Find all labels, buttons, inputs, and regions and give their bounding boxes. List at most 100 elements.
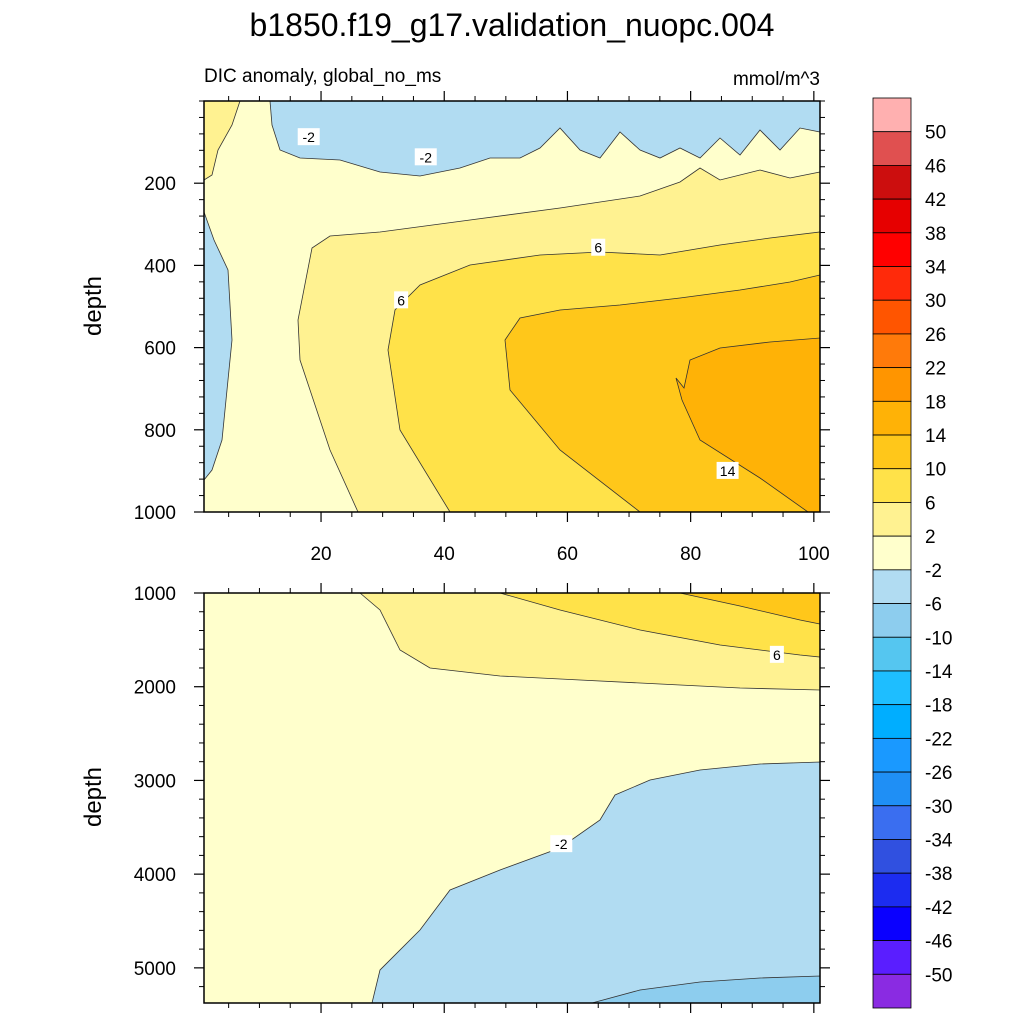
- colorbar-box: [872, 973, 912, 1009]
- colorbar-label: 26: [925, 325, 946, 346]
- colorbar-label: 18: [925, 392, 946, 413]
- y-axis-label-bottom: depth: [80, 767, 107, 827]
- contour-label-box: [769, 645, 784, 663]
- colorbar-box: [872, 704, 912, 739]
- y-tick-label: 2000: [134, 678, 176, 699]
- colorbar-label: 22: [925, 359, 946, 380]
- contour-label-text: 6: [594, 240, 602, 256]
- colorbar-box: [872, 232, 912, 267]
- y-tick-label: 5000: [134, 959, 176, 980]
- x-tick-label: 100: [798, 544, 830, 565]
- colorbar: 50 46 42 38 34 30 26 22 18 14 10 6 2 -2 -6 -10 -14 -18 -22…: [872, 97, 953, 1009]
- contour-label-text: 6: [773, 647, 781, 663]
- contour-label-text: -2: [420, 149, 433, 165]
- colorbar-box: [872, 805, 912, 840]
- contour-label: -2: [414, 148, 437, 166]
- colorbar-box: [872, 299, 912, 335]
- colorbar-box: [872, 771, 912, 807]
- upper-ocean-panel: 20 40 60 80 100 200 400 600 800 1000 -2 -2 6 6 14: [134, 91, 830, 565]
- y-tick-label: 3000: [134, 771, 176, 792]
- y-tick-label: 400: [144, 256, 176, 277]
- colorbar-label: 34: [925, 258, 947, 279]
- colorbar-label: 10: [925, 460, 946, 481]
- colorbar-label: 42: [925, 190, 946, 211]
- y-tick-label: 1000: [134, 503, 176, 524]
- contour-label: 6: [591, 238, 606, 256]
- contour-label: 14: [716, 461, 739, 479]
- colorbar-label: 2: [925, 527, 936, 548]
- x-tick-label: 80: [680, 544, 701, 565]
- colorbar-label: -26: [925, 763, 952, 784]
- y-tick-label: 4000: [134, 865, 176, 886]
- colorbar-box: [872, 165, 912, 200]
- contour-label-box: [716, 461, 739, 479]
- contour-label-text: 6: [397, 292, 405, 308]
- x-tick-label: 60: [557, 544, 578, 565]
- contour-label-box: [394, 291, 409, 309]
- colorbar-box: [872, 97, 912, 133]
- panel-frame: [203, 100, 821, 513]
- colorbar-box: [872, 468, 912, 503]
- y-tick-label: 800: [144, 421, 176, 442]
- colorbar-label: -42: [925, 898, 952, 919]
- colorbar-box: [872, 535, 912, 571]
- chart-units: mmol/m^3: [733, 69, 820, 90]
- contour-band-minus2-deep: [371, 761, 821, 1004]
- y-axis-label-top: depth: [80, 276, 107, 336]
- contour-label-text: 14: [720, 463, 736, 479]
- colorbar-box: [872, 603, 912, 638]
- contour-label-text: -2: [555, 836, 568, 852]
- colorbar-box: [872, 737, 912, 773]
- contour-label: 6: [769, 645, 784, 663]
- colorbar-label: -2: [925, 561, 942, 582]
- colorbar-label: 14: [925, 426, 947, 447]
- colorbar-box: [872, 400, 912, 436]
- colorbar-label: 46: [925, 156, 946, 177]
- contour-label-box: [550, 835, 573, 853]
- chart-title: b1850.f19_g17.validation_nuopc.004: [250, 7, 775, 43]
- y-tick-label: 600: [144, 339, 176, 360]
- contour-band-minus2-left: [203, 211, 233, 482]
- colorbar-label: -30: [925, 797, 952, 818]
- colorbar-box: [872, 636, 912, 672]
- colorbar-box: [872, 367, 912, 402]
- colorbar-box: [872, 670, 912, 706]
- x-tick-label: 20: [310, 544, 331, 565]
- contour-band-minus2-top: [269, 100, 821, 177]
- colorbar-box: [872, 198, 912, 234]
- colorbar-box: [872, 502, 912, 537]
- y-tick-label: 200: [144, 174, 176, 195]
- colorbar-label: 30: [925, 291, 946, 312]
- colorbar-label: 6: [925, 493, 936, 514]
- colorbar-box: [872, 906, 912, 941]
- colorbar-label: -34: [925, 830, 953, 851]
- colorbar-box: [872, 839, 912, 874]
- colorbar-box: [872, 940, 912, 975]
- colorbar-box: [872, 266, 912, 301]
- colorbar-label: -46: [925, 932, 952, 953]
- colorbar-box: [872, 333, 912, 369]
- contour-label: 6: [394, 291, 409, 309]
- colorbar-box: [872, 131, 912, 166]
- colorbar-label: -22: [925, 729, 952, 750]
- colorbar-label: -38: [925, 864, 952, 885]
- colorbar-label: -50: [925, 965, 952, 986]
- contour-label-box: [297, 128, 320, 146]
- colorbar-box: [872, 434, 912, 470]
- deep-ocean-panel: 1000 2000 3000 4000 5000 6 -2: [134, 583, 830, 1013]
- x-tick-label: 40: [434, 544, 455, 565]
- colorbar-label: 50: [925, 123, 946, 144]
- colorbar-label: 38: [925, 224, 946, 245]
- contour-label-box: [414, 148, 437, 166]
- colorbar-box: [872, 872, 912, 908]
- contour-label-box: [591, 238, 606, 256]
- contour-label: -2: [550, 835, 573, 853]
- colorbar-label: -14: [925, 662, 953, 683]
- y-tick-label: 1000: [134, 584, 176, 605]
- contour-label: -2: [297, 128, 320, 146]
- colorbar-label: -6: [925, 595, 942, 616]
- contour-label-text: -2: [302, 129, 315, 145]
- colorbar-label: -18: [925, 696, 952, 717]
